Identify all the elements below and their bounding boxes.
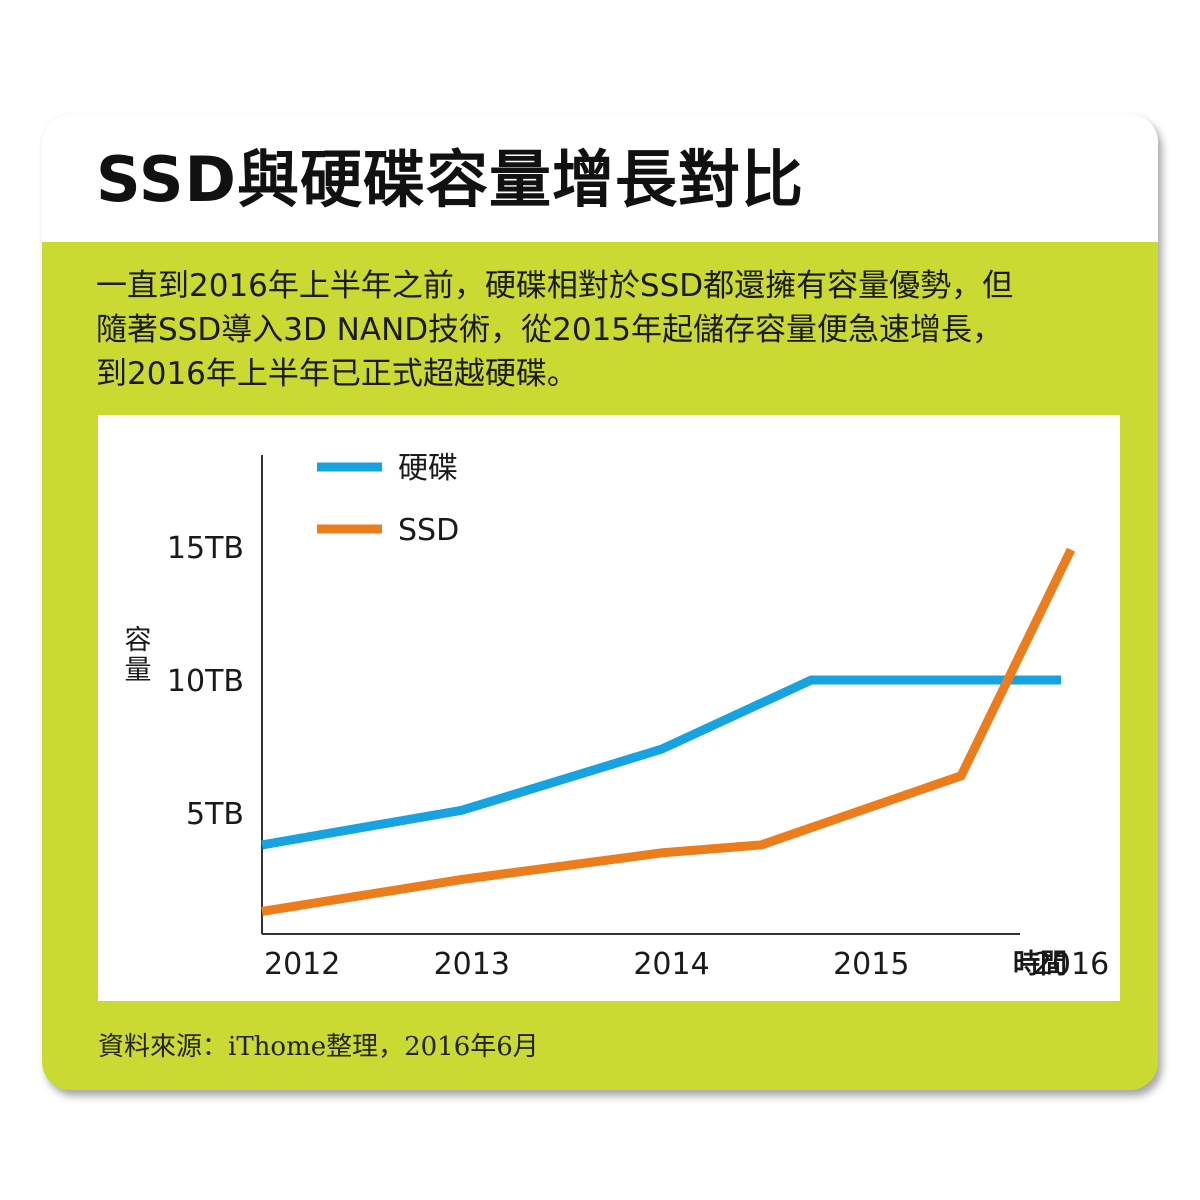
x-tick-label: 2014 — [633, 947, 709, 982]
description-line: 到2016年上半年已正式超越硬碟。 — [96, 356, 578, 392]
y-tick-label: 5TB — [186, 797, 244, 832]
x-tick-label: 2013 — [434, 947, 510, 982]
x-axis-label: 時間 — [1013, 949, 1067, 980]
x-tick-label: 2016 — [1033, 947, 1109, 982]
y-axis-label: 量 — [125, 655, 152, 686]
x-tick-label: 2015 — [833, 947, 909, 982]
description-line: 一直到2016年上半年之前，硬碟相對於SSD都還擁有容量優勢，但 — [96, 268, 1014, 304]
series-line-ssd — [261, 547, 1076, 916]
description-line: 隨著SSD導入3D NAND技術，從2015年起儲存容量便急速增長， — [96, 312, 1004, 348]
title-bar: SSD與硬碟容量增長對比 — [42, 114, 1158, 242]
infographic-card: SSD與硬碟容量增長對比 一直到2016年上半年之前，硬碟相對於SSD都還擁有容… — [42, 114, 1158, 1090]
description: 一直到2016年上半年之前，硬碟相對於SSD都還擁有容量優勢，但 隨著SSD導入… — [96, 264, 1136, 396]
y-tick-label: 15TB — [167, 531, 244, 566]
chart-panel: 5TB 10TB 15TB 容量 2012 2013 2014 2015 2016 時間 硬碟 SSD — [98, 415, 1120, 1001]
y-axis-label: 容 — [125, 625, 152, 656]
source-note: 資料來源：iThome整理，2016年6月 — [98, 1032, 539, 1062]
y-tick-label: 10TB — [167, 664, 244, 699]
x-tick-label: 2012 — [264, 947, 340, 982]
series-line-hdd — [261, 675, 1061, 850]
legend-label: 硬碟 — [398, 451, 458, 486]
legend-label: SSD — [398, 513, 459, 548]
page-title: SSD與硬碟容量增長對比 — [96, 143, 804, 216]
